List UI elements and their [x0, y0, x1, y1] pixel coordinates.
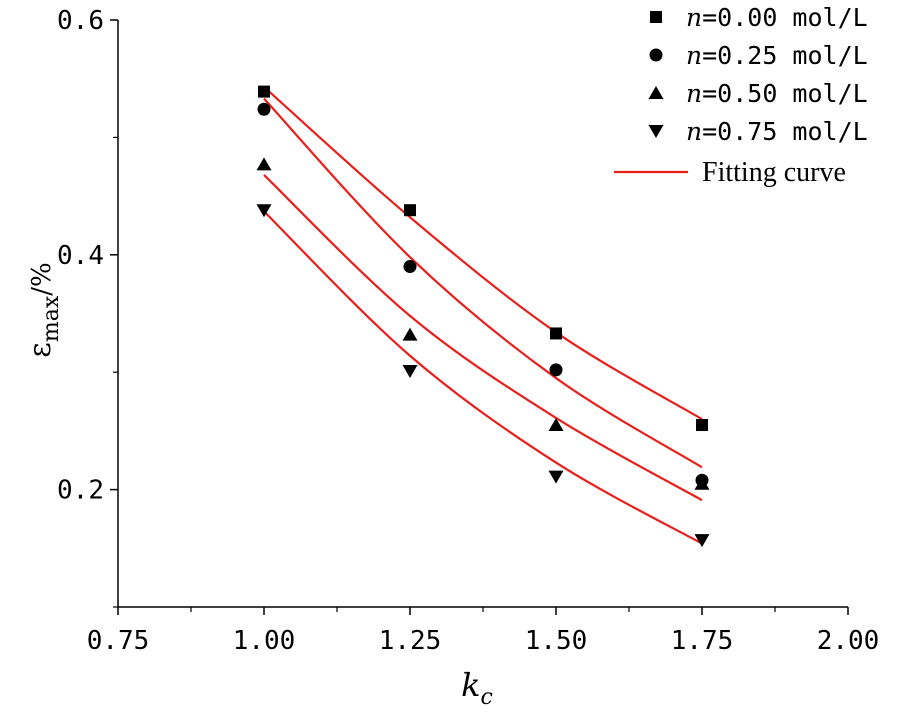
data-points	[256, 85, 710, 548]
legend-label-2: n=0.50 mol/L	[686, 79, 868, 108]
x-tick-label: 2.00	[817, 626, 880, 656]
x-tick-label: 1.75	[671, 626, 734, 656]
tick-labels: 0.75 1.00 1.25 1.50 1.75 2.00 0.2 0.4 0.6	[57, 6, 879, 656]
legend-marker-0	[650, 11, 662, 23]
legend-label-value: =0.25 mol/L	[702, 41, 868, 70]
legend-label-n: n	[686, 117, 702, 146]
data-point-series-3	[694, 534, 710, 548]
legend-marker-2	[648, 86, 664, 99]
legend-marker-1	[649, 48, 663, 62]
data-point-series-0	[404, 204, 416, 217]
legend-label-value: =0.50 mol/L	[702, 79, 868, 108]
legend-label-n: n	[686, 79, 702, 108]
data-point-series-0	[258, 85, 270, 98]
data-point-series-2	[548, 418, 564, 432]
legend-label-3: n=0.75 mol/L	[686, 117, 868, 146]
legend-label-0: n=0.00 mol/L	[686, 3, 868, 32]
data-point-series-2	[256, 157, 272, 171]
x-axis-title: kc	[461, 666, 493, 710]
fit-curve-0	[263, 86, 703, 421]
data-point-series-1	[257, 102, 271, 116]
x-tick-label: 1.00	[233, 626, 296, 656]
data-point-series-2	[402, 327, 418, 341]
fit-curves	[263, 86, 703, 545]
x-tick-label: 1.25	[379, 626, 442, 656]
legend-label-value: =0.00 mol/L	[702, 3, 868, 32]
legend-label-n: n	[686, 3, 702, 32]
fit-curve-2	[263, 174, 703, 502]
data-point-series-0	[696, 419, 708, 432]
legend-label-value: =0.75 mol/L	[702, 117, 868, 146]
data-point-series-1	[403, 260, 417, 274]
x-tick-label: 0.75	[87, 626, 150, 656]
x-axis-title-main: k	[461, 666, 480, 704]
y-axis-title-suffix: /%	[27, 262, 57, 295]
axes	[110, 19, 849, 615]
data-point-series-1	[549, 363, 563, 377]
y-tick-label: 0.6	[57, 6, 104, 36]
legend-label-n: n	[686, 41, 702, 70]
y-tick-label: 0.4	[57, 241, 104, 271]
data-point-series-0	[550, 327, 562, 340]
x-tick-label: 1.50	[525, 626, 588, 656]
y-axis-title-main: ε	[23, 342, 58, 358]
y-tick-label: 0.2	[57, 476, 104, 506]
x-axis-title-sub: c	[481, 685, 493, 710]
fit-curve-1	[263, 97, 703, 469]
legend-fit-label: Fitting curve	[702, 157, 846, 188]
legend: n=0.00 mol/Ln=0.25 mol/Ln=0.50 mol/Ln=0.…	[614, 3, 868, 188]
fit-curve-3	[263, 210, 703, 545]
legend-marker-3	[648, 125, 664, 138]
y-axis-title-sub: max	[39, 295, 64, 342]
y-axis-title: εmax/%	[23, 262, 64, 357]
data-point-series-3	[402, 365, 418, 379]
data-point-series-3	[256, 204, 272, 218]
data-point-series-3	[548, 470, 564, 484]
data-point-series-2	[694, 476, 710, 490]
legend-label-1: n=0.25 mol/L	[686, 41, 868, 70]
